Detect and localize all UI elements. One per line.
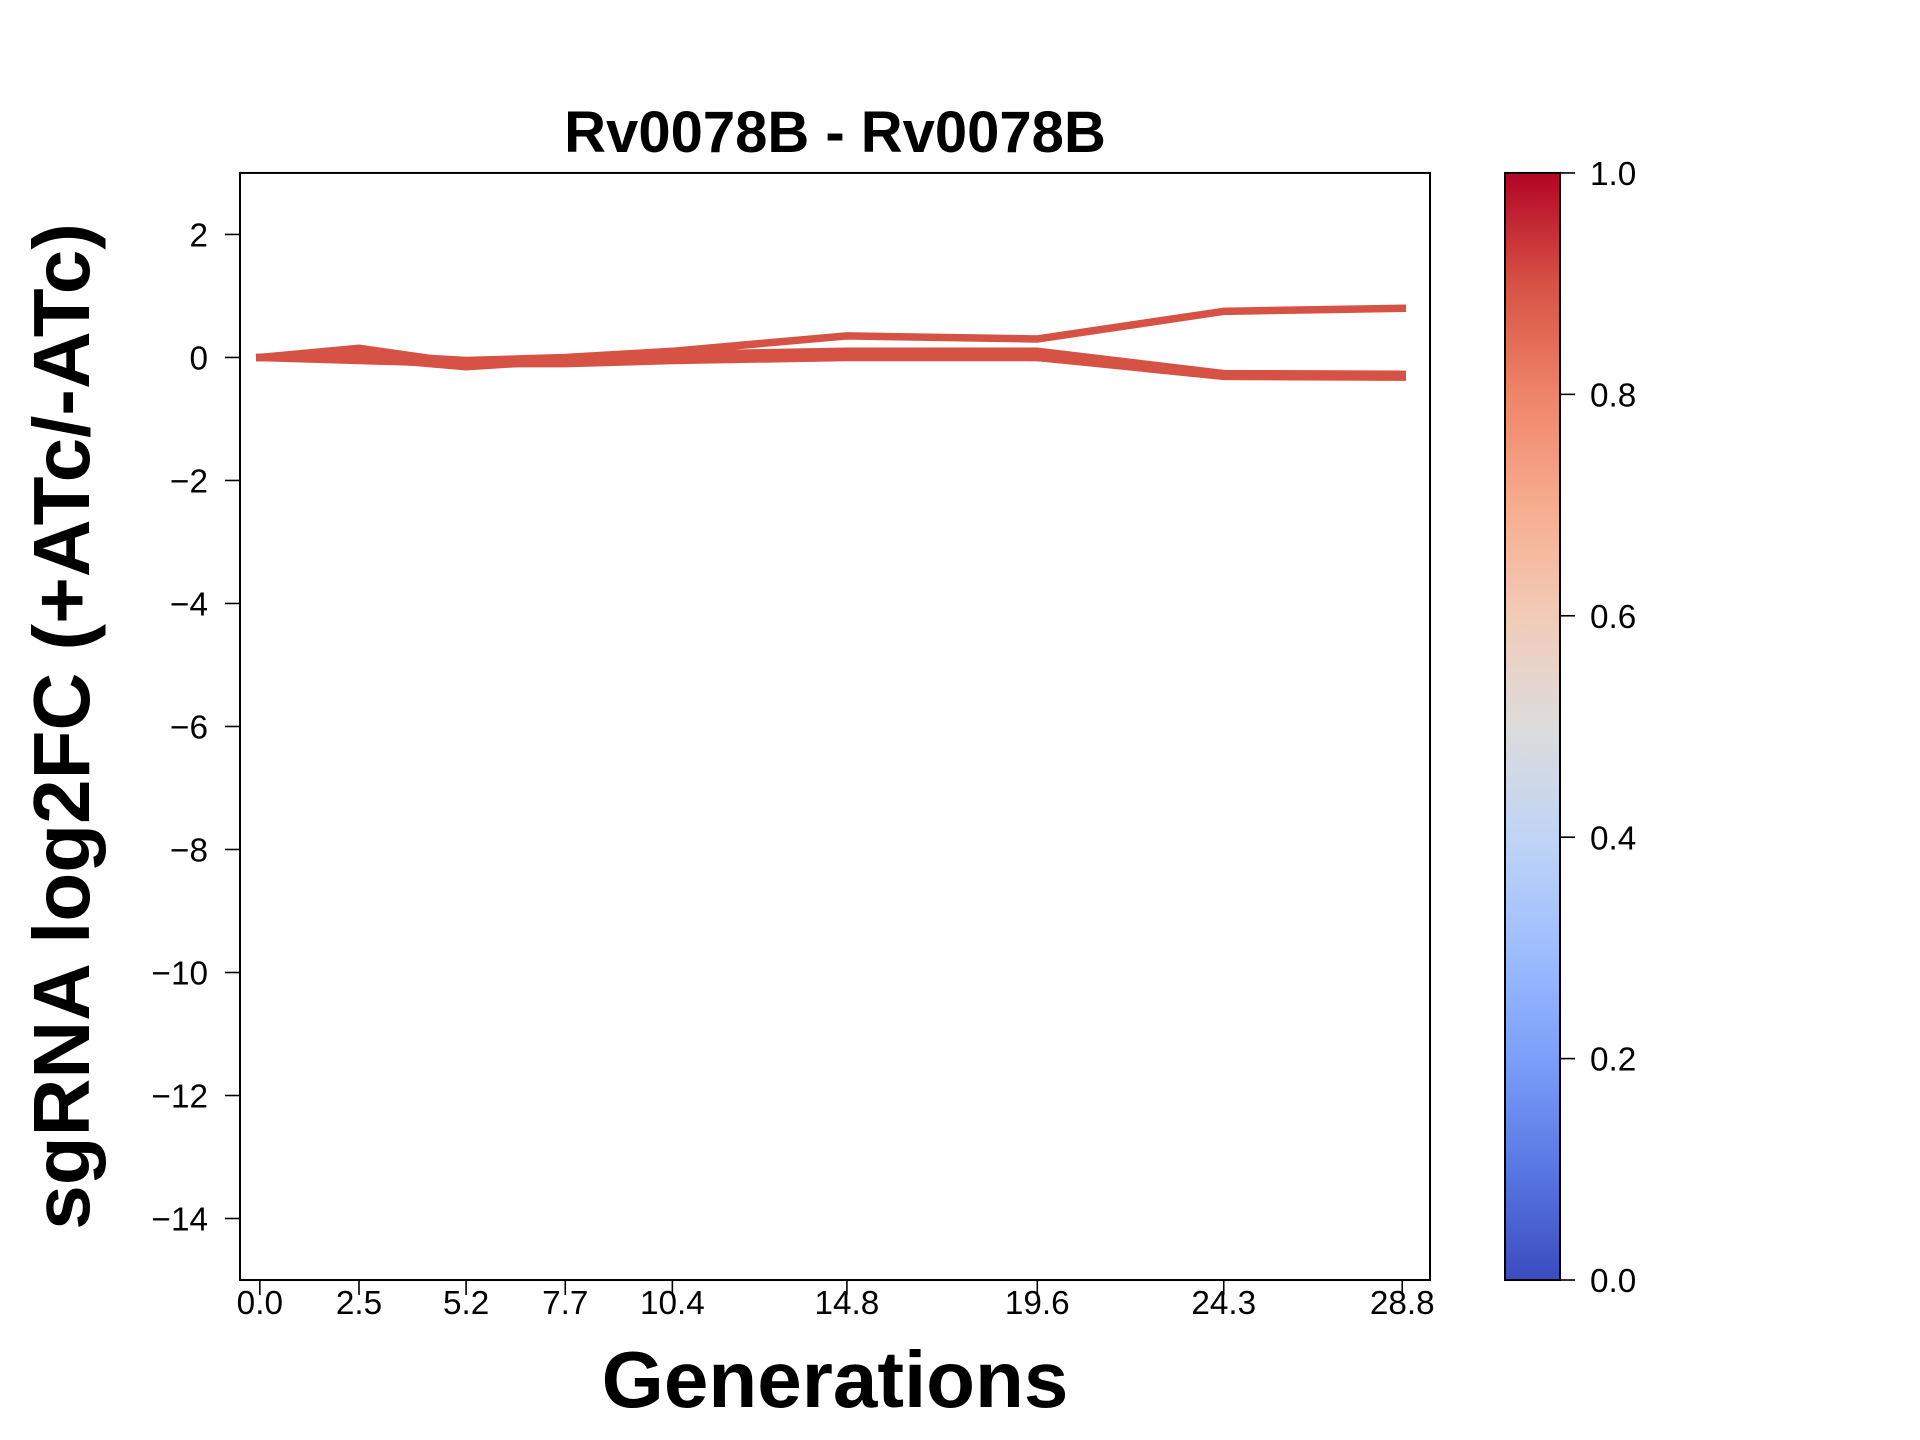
svg-text:0.6: 0.6 (1590, 599, 1636, 636)
svg-text:0.8: 0.8 (1590, 377, 1636, 414)
svg-text:19.6: 19.6 (1005, 1285, 1070, 1322)
svg-text:0.0: 0.0 (237, 1285, 283, 1322)
svg-text:Rv0078B - Rv0078B: Rv0078B - Rv0078B (564, 100, 1106, 165)
svg-text:0.2: 0.2 (1590, 1042, 1636, 1079)
svg-text:24.3: 24.3 (1191, 1285, 1256, 1322)
svg-text:sgRNA log2FC (+ATc/-ATc): sgRNA log2FC (+ATc/-ATc) (17, 223, 106, 1230)
svg-text:28.8: 28.8 (1370, 1285, 1435, 1322)
svg-text:0: 0 (189, 341, 208, 378)
svg-text:2.5: 2.5 (336, 1285, 382, 1322)
svg-text:Generations: Generations (602, 1335, 1069, 1424)
svg-text:−14: −14 (152, 1202, 208, 1239)
svg-text:1.0: 1.0 (1590, 156, 1636, 193)
svg-text:−6: −6 (170, 710, 208, 747)
svg-text:−4: −4 (170, 587, 208, 624)
svg-text:5.2: 5.2 (443, 1285, 489, 1322)
svg-text:−8: −8 (170, 833, 208, 870)
svg-text:14.8: 14.8 (815, 1285, 880, 1322)
svg-text:10.4: 10.4 (640, 1285, 705, 1322)
svg-text:7.7: 7.7 (542, 1285, 588, 1322)
svg-text:−12: −12 (152, 1079, 208, 1116)
svg-text:0.0: 0.0 (1590, 1263, 1636, 1300)
svg-text:−10: −10 (152, 956, 208, 993)
svg-text:−2: −2 (170, 464, 208, 501)
svg-text:0.4: 0.4 (1590, 820, 1636, 857)
svg-text:2: 2 (189, 218, 208, 255)
